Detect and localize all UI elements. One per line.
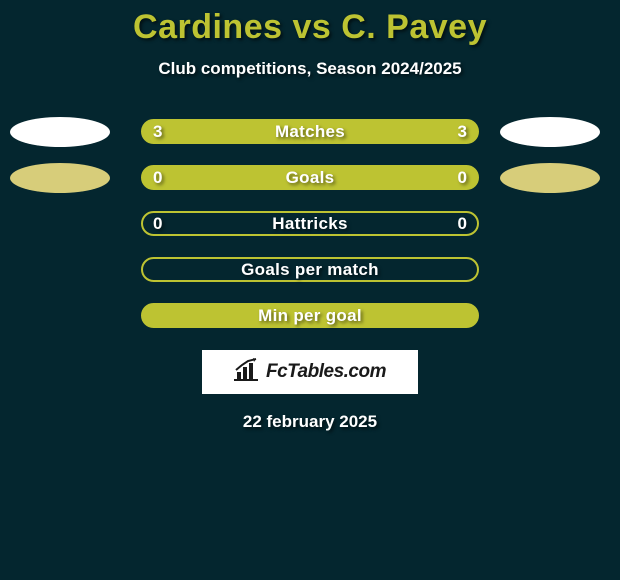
chart-icon [234,358,262,387]
stat-row-hattricks: 0 Hattricks 0 [0,211,620,236]
team-left-marker [10,117,110,147]
stat-label: Matches [275,122,345,142]
stat-row-goals-per-match: Goals per match [0,257,620,282]
stat-bar: 3 Matches 3 [141,119,479,144]
stat-label: Goals [286,168,335,188]
stat-bar: 0 Hattricks 0 [141,211,479,236]
brand-box: FcTables.com [202,350,418,394]
stat-right-value: 0 [458,214,467,234]
page-title: Cardines vs C. Pavey [0,8,620,47]
team-right-marker [500,163,600,193]
stat-right-value: 3 [458,122,467,142]
stat-label: Hattricks [272,214,347,234]
page-subtitle: Club competitions, Season 2024/2025 [0,59,620,79]
stat-row-matches: 3 Matches 3 [0,119,620,144]
stat-label: Goals per match [241,260,379,280]
stat-left-value: 3 [153,122,162,142]
date-label: 22 february 2025 [0,412,620,432]
team-left-marker [10,163,110,193]
stat-bar: Min per goal [141,303,479,328]
stat-row-min-per-goal: Min per goal [0,303,620,328]
stat-left-value: 0 [153,168,162,188]
team-right-marker [500,117,600,147]
stat-bar: Goals per match [141,257,479,282]
stat-left-value: 0 [153,214,162,234]
stat-row-goals: 0 Goals 0 [0,165,620,190]
brand-name: FcTables.com [266,361,386,383]
stats-card: Cardines vs C. Pavey Club competitions, … [0,0,620,580]
stat-label: Min per goal [258,306,362,326]
stat-rows: 3 Matches 3 0 Goals 0 0 Hattricks 0 [0,119,620,328]
stat-bar: 0 Goals 0 [141,165,479,190]
stat-right-value: 0 [458,168,467,188]
